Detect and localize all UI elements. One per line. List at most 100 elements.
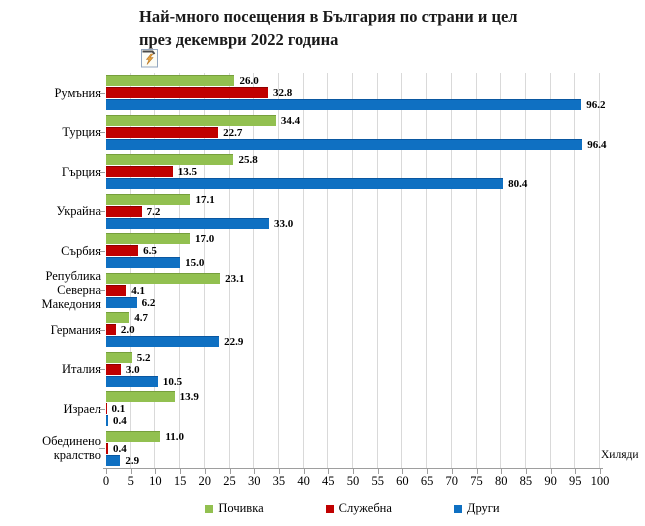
gridline (401, 73, 403, 468)
bar-Почивка (106, 233, 190, 244)
x-tick-label: 85 (519, 474, 533, 488)
x-tick-mark (402, 469, 404, 474)
category-tick-mark (99, 290, 105, 291)
value-label: 34.4 (280, 114, 301, 127)
value-label: 2.0 (120, 324, 135, 336)
x-tick-mark (353, 469, 354, 474)
category-label: Украйна (56, 204, 101, 219)
bar-Служебна (106, 245, 139, 256)
value-label: 7.2 (146, 205, 161, 218)
bar-Други (106, 296, 137, 308)
value-label: 5.2 (136, 351, 151, 364)
legend-swatch (325, 504, 334, 513)
category-tick-mark (99, 330, 105, 331)
x-tick-mark (328, 469, 330, 474)
x-tick-label: 60 (396, 474, 409, 488)
category-label: Румъния (54, 85, 101, 100)
plot-area: 26.0 32.8 96.2 34.4 22.7 96.4 25.8 13.5 80.4 17.1… (106, 73, 606, 468)
category-label: Италия (62, 362, 101, 377)
legend-swatch (205, 504, 214, 513)
gridline (253, 73, 255, 468)
category-label: Турция (62, 125, 101, 140)
value-label: 11.0 (165, 430, 184, 443)
gridline (129, 73, 131, 468)
legend-swatch (453, 504, 462, 513)
bar-Служебна (106, 87, 269, 98)
x-tick-mark (600, 469, 601, 474)
category-tick-mark (99, 172, 105, 173)
category-tick-mark (99, 211, 105, 212)
gridline (179, 73, 181, 468)
legend-item: Почивка (205, 501, 264, 516)
value-label: 0.4 (112, 442, 127, 455)
x-tick-mark (106, 469, 107, 474)
category-tick-mark (99, 448, 105, 449)
x-tick-label: 90 (544, 474, 557, 488)
value-label: 6.2 (141, 296, 156, 309)
category-tick-mark (99, 251, 105, 252)
gridline (599, 73, 600, 468)
x-tick-label: 80 (494, 474, 508, 488)
x-tick-mark (501, 469, 503, 474)
x-axis-line (103, 468, 603, 469)
value-label: 23.1 (225, 272, 245, 285)
x-tick-mark (427, 469, 429, 474)
bar-Служебна (106, 403, 107, 414)
bar-Други (106, 217, 270, 229)
x-tick-mark (377, 469, 379, 474)
x-tick-label: 20 (198, 474, 212, 488)
x-tick-label: 30 (247, 474, 261, 488)
x-tick-label: 45 (322, 474, 335, 488)
bar-Други (106, 257, 181, 268)
x-tick-mark (525, 469, 527, 474)
bar-Служебна (106, 126, 219, 138)
value-label: 0.1 (111, 403, 126, 415)
value-label: 2.9 (125, 454, 140, 467)
gridline (475, 73, 477, 468)
x-tick-label: 75 (470, 474, 483, 488)
category-tick-mark (99, 93, 105, 94)
x-tick-mark (180, 469, 182, 474)
gridline (203, 73, 205, 468)
x-tick-label: 5 (127, 474, 134, 488)
x-tick-mark (278, 469, 280, 474)
value-label: 22.7 (223, 126, 243, 139)
value-label: 17.0 (194, 233, 215, 245)
value-label: 32.8 (273, 87, 293, 99)
bar-Почивка (106, 430, 161, 442)
bar-Други (106, 375, 158, 387)
bar-Други (106, 138, 583, 150)
bar-Служебна (106, 442, 108, 454)
bar-Служебна (106, 205, 142, 217)
value-label: 6.5 (143, 245, 157, 257)
gridline (302, 73, 304, 468)
category-label: Германия (50, 322, 101, 337)
x-tick-mark (451, 469, 453, 474)
bar-Други (106, 454, 121, 466)
gridline (549, 73, 551, 468)
bar-Почивка (106, 391, 175, 402)
category-label: Израел (63, 401, 101, 416)
axis-units-label: Хиляди (601, 449, 639, 461)
value-label: 15.0 (185, 257, 205, 269)
x-tick-label: 40 (297, 474, 310, 488)
bar-Почивка (106, 272, 221, 284)
x-tick-mark (229, 469, 231, 474)
x-tick-label: 0 (102, 474, 110, 488)
value-label: 80.4 (508, 178, 528, 190)
gridline (327, 73, 329, 468)
bar-Почивка (106, 75, 235, 86)
category-tick-mark (99, 132, 105, 133)
gridline (376, 73, 378, 468)
gridline (154, 73, 156, 468)
gridline (277, 73, 279, 468)
category-label: Обединено кралство (42, 434, 101, 463)
value-label: 13.5 (177, 166, 197, 178)
bar-Служебна (106, 324, 116, 335)
value-label: 96.2 (586, 99, 606, 111)
x-tick-mark (254, 469, 256, 474)
bar-Служебна (106, 166, 173, 177)
category-tick-mark (99, 369, 105, 370)
x-tick-label: 10 (149, 474, 162, 488)
